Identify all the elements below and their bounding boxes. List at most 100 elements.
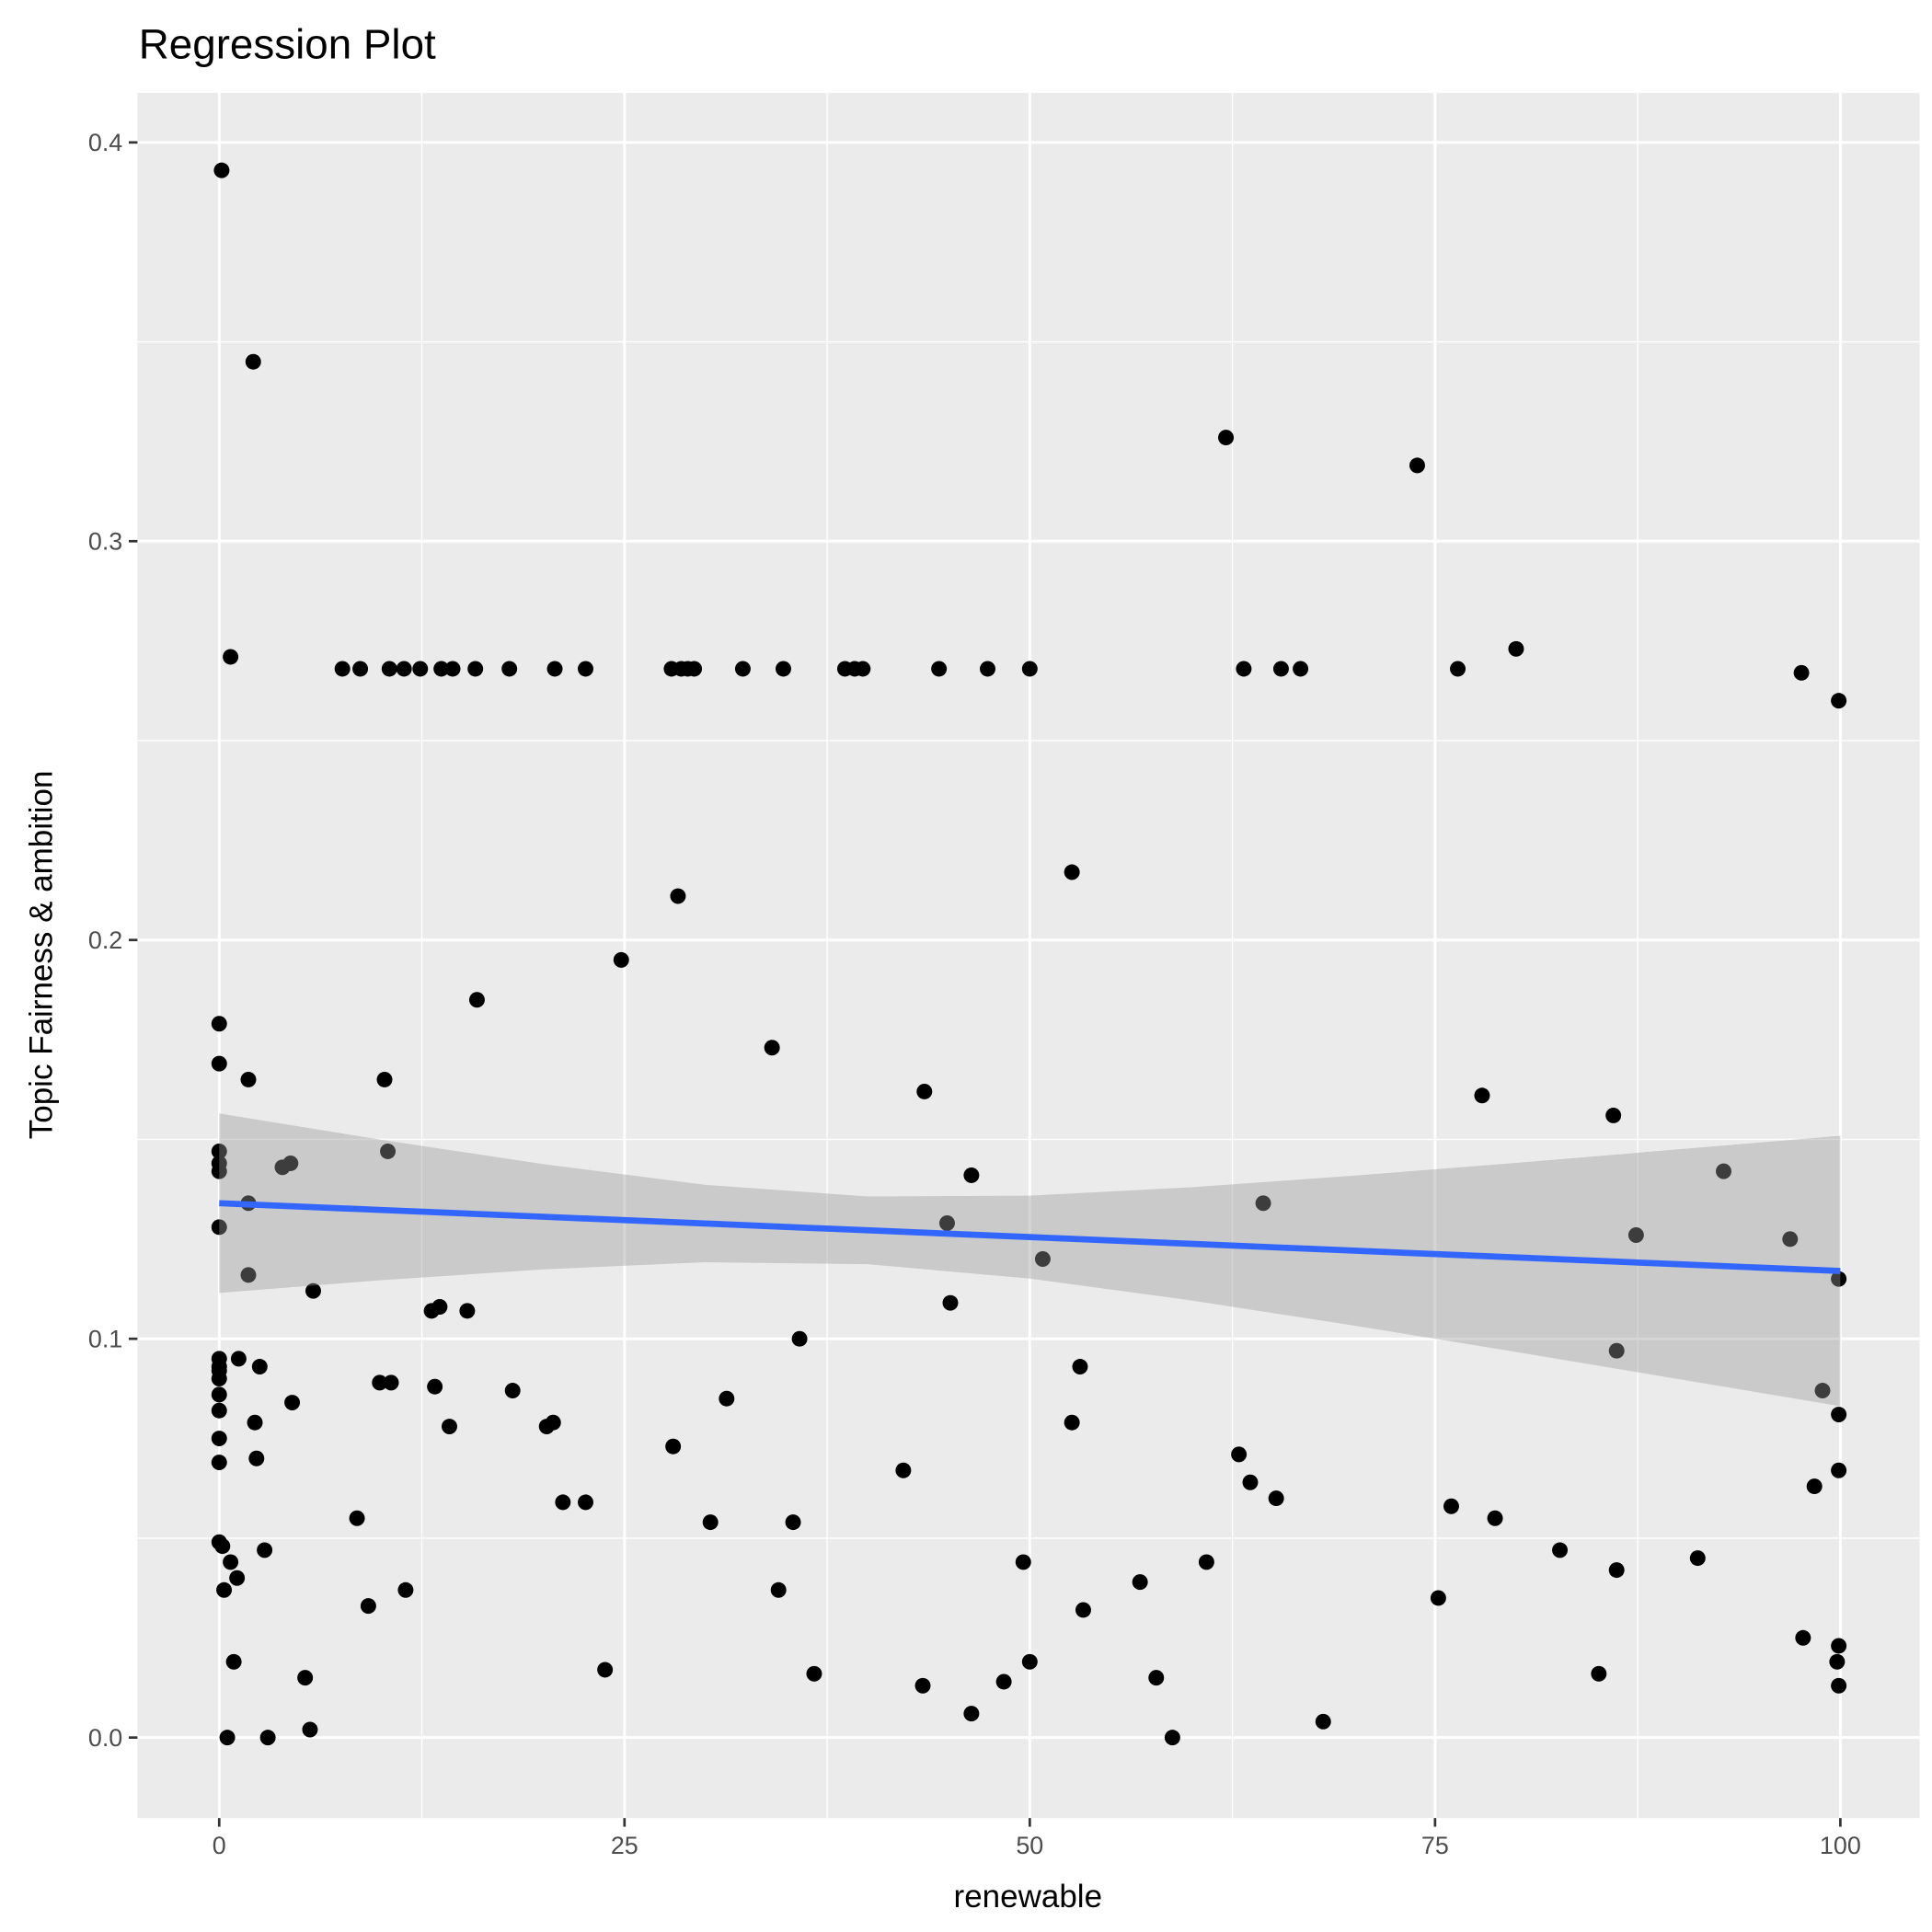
data-point: [1064, 864, 1080, 880]
data-point: [1591, 1665, 1607, 1682]
data-point: [1831, 1638, 1847, 1654]
data-point: [1218, 430, 1235, 446]
data-point: [938, 1215, 955, 1231]
data-point: [963, 1706, 980, 1722]
y-tick-label: 0.2: [88, 926, 122, 954]
data-point: [229, 1570, 246, 1586]
confidence-band: [219, 1113, 1841, 1407]
data-point: [1034, 1251, 1051, 1267]
data-point: [396, 661, 412, 677]
data-point: [1015, 1554, 1031, 1570]
data-point: [613, 951, 629, 968]
data-point: [1272, 661, 1289, 677]
data-point: [376, 1071, 393, 1087]
data-point: [297, 1670, 314, 1686]
data-point: [1148, 1670, 1165, 1686]
data-point: [240, 1267, 257, 1283]
data-point: [1487, 1510, 1503, 1526]
data-point: [225, 1653, 242, 1670]
data-point: [1268, 1490, 1284, 1507]
data-point: [211, 1402, 227, 1419]
data-point: [1831, 1407, 1847, 1423]
data-point: [1409, 457, 1425, 474]
data-point: [1255, 1195, 1271, 1212]
data-point: [213, 162, 230, 178]
data-point: [431, 1299, 448, 1315]
data-point: [1474, 1087, 1490, 1104]
data-point: [467, 661, 484, 677]
data-point: [770, 1581, 787, 1598]
data-point: [360, 1598, 376, 1615]
data-point: [1716, 1163, 1731, 1179]
data-point: [284, 1395, 301, 1411]
x-tick-label: 75: [1421, 1832, 1449, 1859]
data-point: [211, 1055, 227, 1072]
data-point: [734, 661, 751, 677]
data-point: [578, 661, 593, 677]
data-point: [468, 992, 485, 1008]
data-point: [1608, 1562, 1625, 1579]
data-point: [1315, 1713, 1331, 1730]
data-point: [219, 1730, 236, 1746]
data-point: [785, 1514, 801, 1531]
data-point: [1831, 1271, 1847, 1287]
data-point: [211, 1386, 227, 1403]
data-point: [1021, 661, 1038, 677]
data-point: [305, 1282, 321, 1299]
data-point: [397, 1581, 414, 1598]
data-point: [211, 1016, 227, 1032]
data-point: [1831, 1677, 1847, 1694]
data-point: [555, 1494, 571, 1511]
data-point: [282, 1155, 299, 1171]
data-points: [211, 162, 1847, 1746]
data-point: [433, 661, 450, 677]
data-point: [349, 1510, 365, 1526]
data-point: [1021, 1653, 1038, 1670]
data-point: [1430, 1590, 1446, 1606]
data-point: [1793, 664, 1810, 681]
data-point: [211, 1431, 227, 1447]
data-point: [1782, 1231, 1799, 1248]
data-point: [1795, 1629, 1811, 1646]
data-point: [380, 1143, 397, 1159]
data-point: [1831, 1462, 1847, 1478]
data-point: [1293, 661, 1309, 677]
data-point: [1627, 1227, 1644, 1243]
chart-title: Regression Plot: [139, 20, 436, 67]
data-point: [931, 661, 948, 677]
y-axis-label: Topic Fairness & ambition: [24, 771, 60, 1140]
data-point: [223, 649, 239, 665]
data-point: [251, 1359, 268, 1375]
data-point: [1231, 1446, 1248, 1463]
y-tick-label: 0.4: [88, 129, 122, 156]
data-point: [383, 1374, 399, 1391]
data-point: [1075, 1602, 1091, 1618]
x-axis-label: renewable: [954, 1879, 1103, 1915]
data-point: [806, 1665, 822, 1682]
regression-line: [219, 1200, 1841, 1274]
data-point: [1814, 1383, 1831, 1399]
data-point: [257, 1542, 273, 1558]
data-point: [444, 661, 461, 677]
regression-fit: [219, 1113, 1841, 1407]
data-point: [546, 661, 563, 677]
data-point: [352, 661, 369, 677]
data-point: [995, 1673, 1012, 1690]
data-point: [211, 1219, 227, 1236]
data-point: [1508, 640, 1524, 657]
data-point: [1829, 1653, 1846, 1670]
y-tick-label: 0.1: [88, 1326, 122, 1353]
data-point: [1552, 1542, 1569, 1558]
data-point: [597, 1662, 614, 1678]
data-point: [211, 1455, 227, 1471]
data-point: [1605, 1107, 1622, 1123]
data-point: [240, 1071, 257, 1087]
x-tick-label: 25: [611, 1832, 638, 1859]
data-point: [1236, 661, 1252, 677]
data-point: [776, 661, 791, 677]
data-point: [372, 1374, 388, 1391]
data-point: [334, 661, 351, 677]
data-point: [1198, 1554, 1214, 1570]
data-point: [578, 1494, 593, 1511]
